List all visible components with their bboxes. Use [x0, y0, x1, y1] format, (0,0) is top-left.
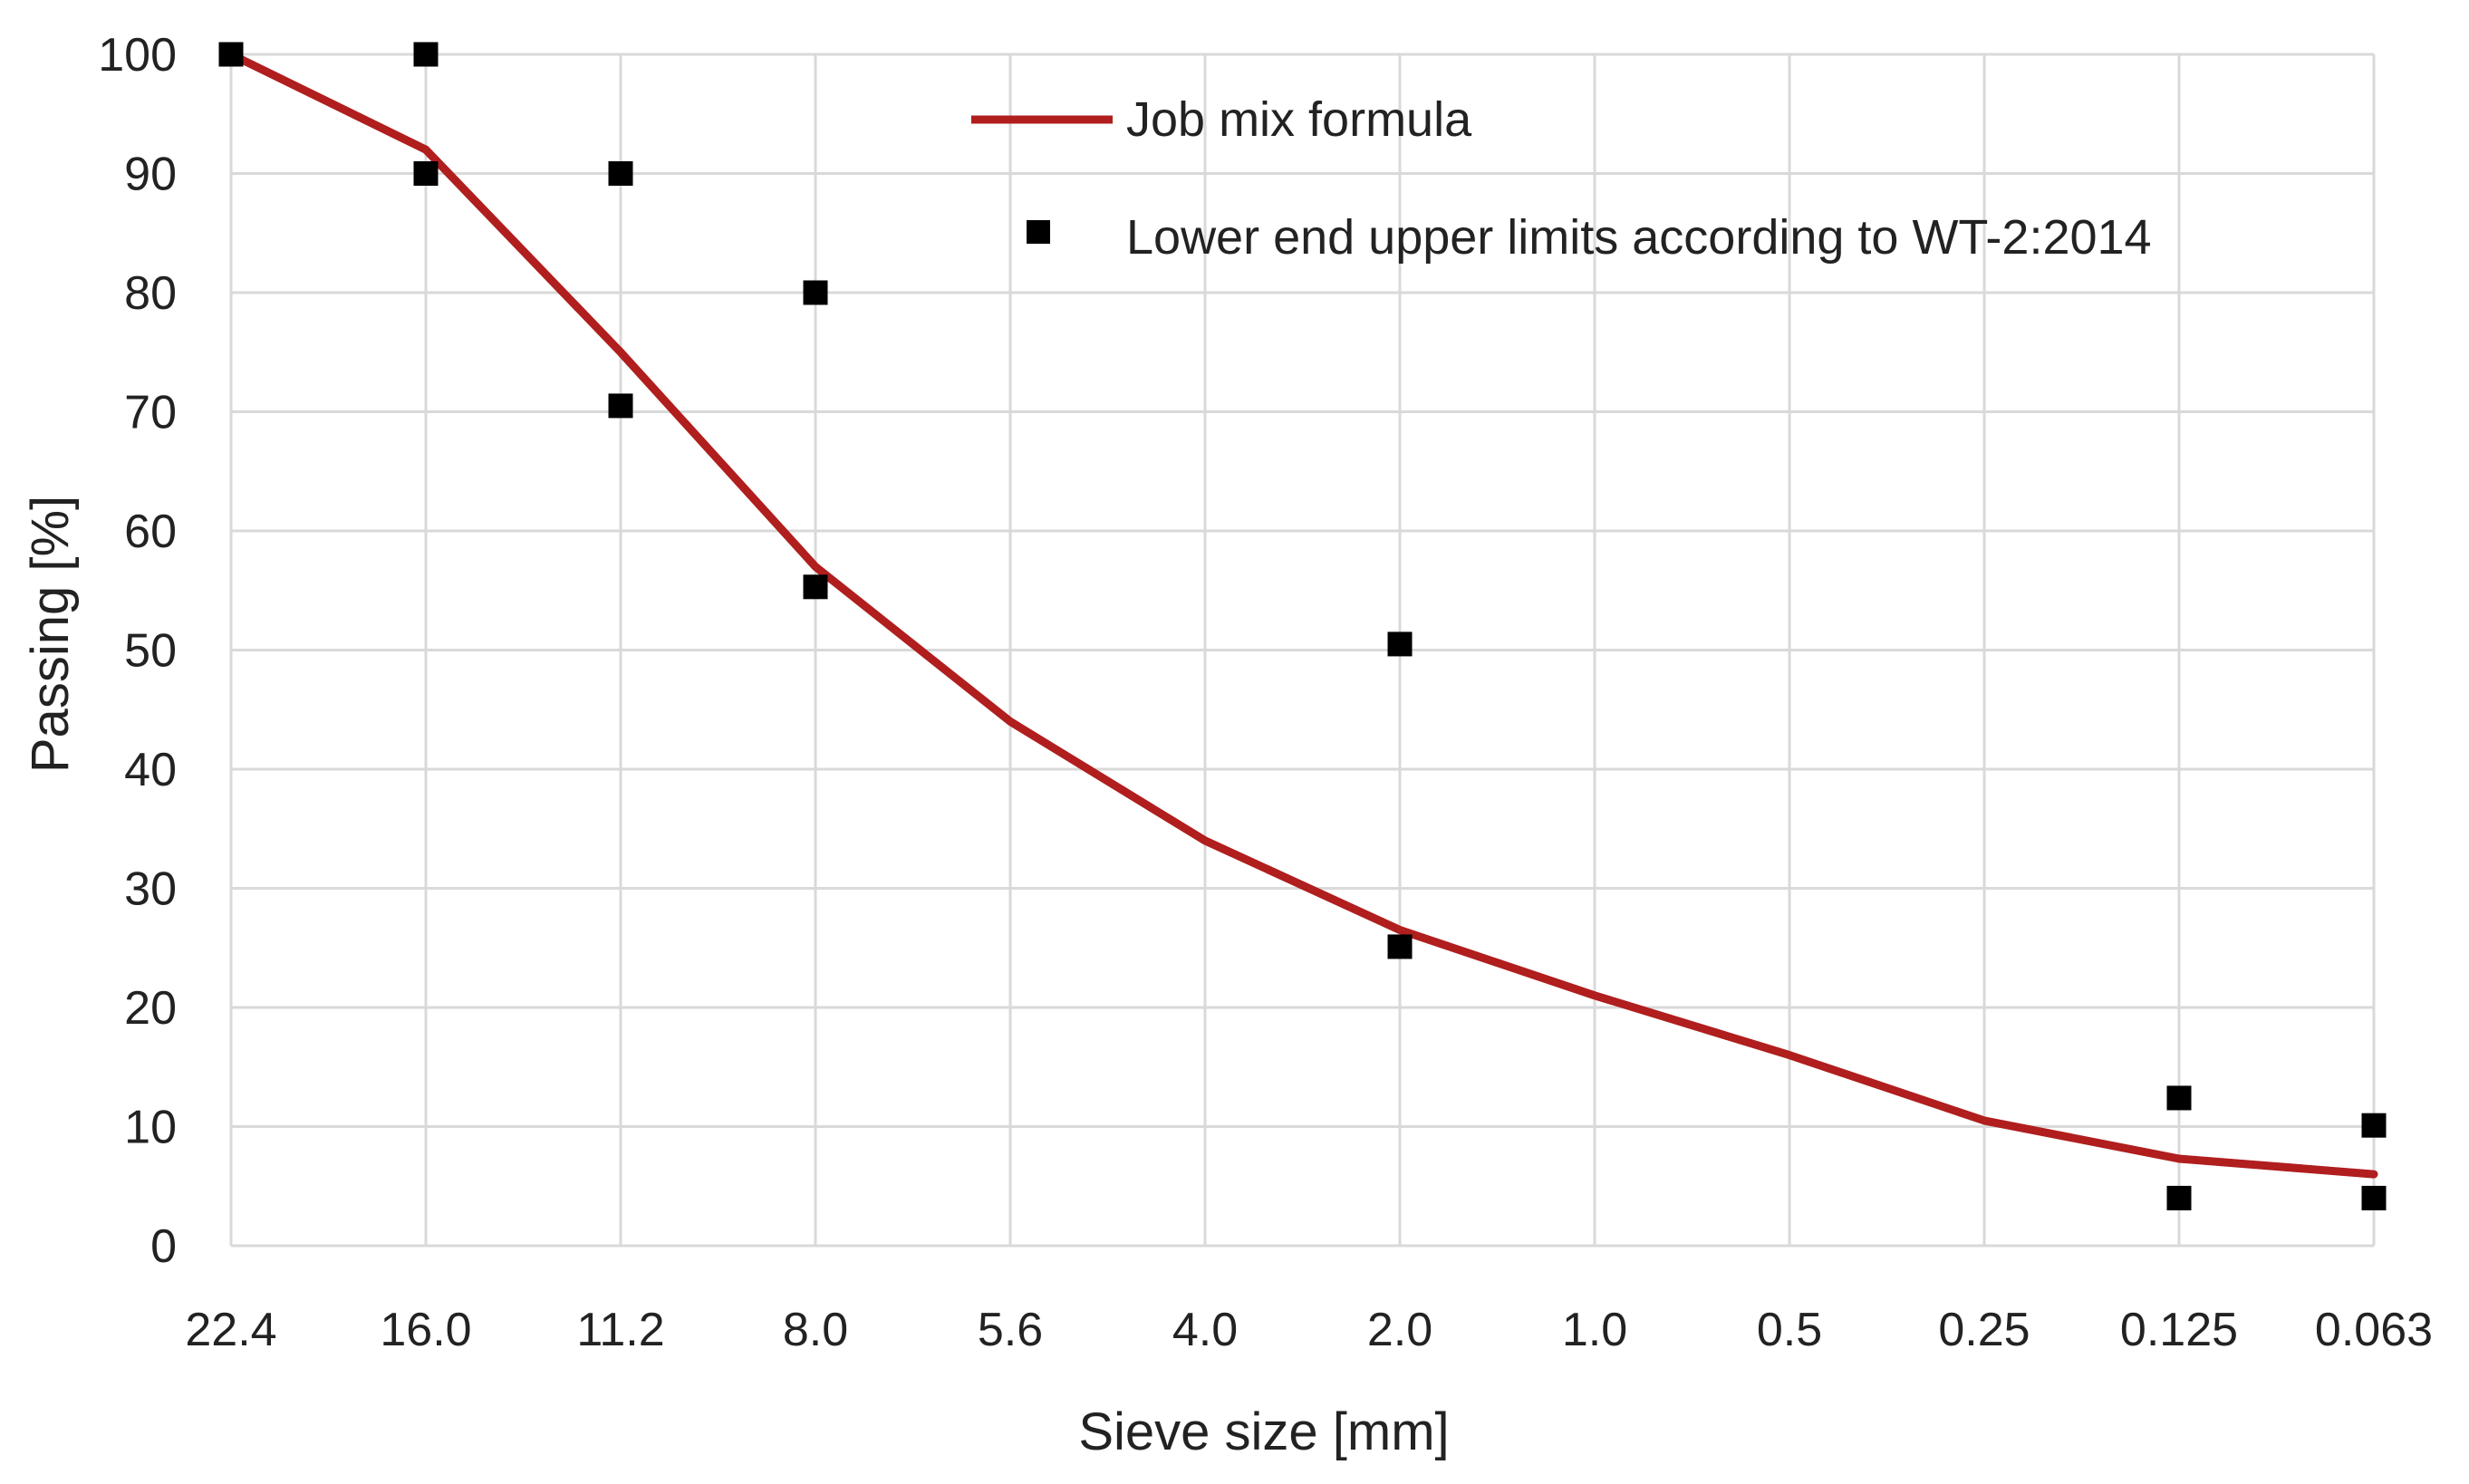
x-tick-label: 22.4: [185, 1304, 276, 1356]
limit-marker: [218, 42, 244, 67]
job-mix-formula-line: [227, 50, 2378, 1179]
x-tick-label: 0.063: [2315, 1304, 2433, 1356]
limit-marker: [1387, 934, 1413, 959]
y-tick-label: 30: [124, 863, 177, 916]
limit-marker: [608, 161, 633, 186]
x-tick-label: 0.25: [1938, 1304, 2030, 1356]
x-tick-label: 4.0: [1172, 1304, 1238, 1356]
limit-marker: [2166, 1085, 2192, 1111]
y-tick-label: 20: [124, 982, 177, 1035]
y-tick-label: 10: [124, 1102, 177, 1154]
limit-marker: [2361, 1185, 2387, 1210]
limit-marker: [413, 161, 439, 186]
y-tick-label: 60: [124, 506, 177, 558]
y-tick-label: 50: [124, 625, 177, 678]
limit-marker: [2166, 1185, 2192, 1210]
y-tick-labels: 0 10 20 30 40 50 60 70 80 90 100: [98, 29, 177, 1273]
legend: Job mix formula Lower end upper limits a…: [971, 92, 2152, 265]
limit-marker: [2361, 1113, 2387, 1138]
limit-marker: [608, 393, 633, 419]
y-axis-title: Passing [%]: [21, 496, 80, 773]
x-tick-label: 0.125: [2120, 1304, 2238, 1356]
x-axis-title: Sieve size [mm]: [1078, 1402, 1449, 1461]
limit-markers: [218, 42, 2387, 1210]
legend-marker-label: Lower end upper limits according to WT-2…: [1126, 210, 2152, 265]
y-tick-label: 80: [124, 267, 177, 320]
x-tick-labels: 22.4 16.0 11.2 8.0 5.6 4.0 2.0 1.0 0.5 0.25 0.125 0…: [185, 1304, 2433, 1356]
x-tick-label: 5.6: [978, 1304, 1043, 1356]
limit-marker: [1387, 631, 1413, 657]
legend-line-label: Job mix formula: [1126, 92, 1472, 147]
x-tick-label: 1.0: [1562, 1304, 1627, 1356]
limit-marker: [413, 42, 439, 67]
y-tick-label: 0: [150, 1220, 177, 1273]
limit-marker: [803, 280, 828, 305]
y-tick-label: 70: [124, 387, 177, 439]
x-tick-label: 16.0: [380, 1304, 471, 1356]
y-tick-label: 100: [98, 29, 177, 82]
y-tick-label: 90: [124, 149, 177, 201]
legend-marker-swatch: [1027, 220, 1050, 244]
x-tick-label: 0.5: [1757, 1304, 1822, 1356]
limit-marker: [803, 574, 828, 600]
y-tick-label: 40: [124, 744, 177, 796]
x-tick-label: 2.0: [1367, 1304, 1432, 1356]
x-tick-label: 11.2: [576, 1304, 664, 1356]
x-tick-label: 8.0: [783, 1304, 848, 1356]
series: [227, 50, 2378, 1179]
